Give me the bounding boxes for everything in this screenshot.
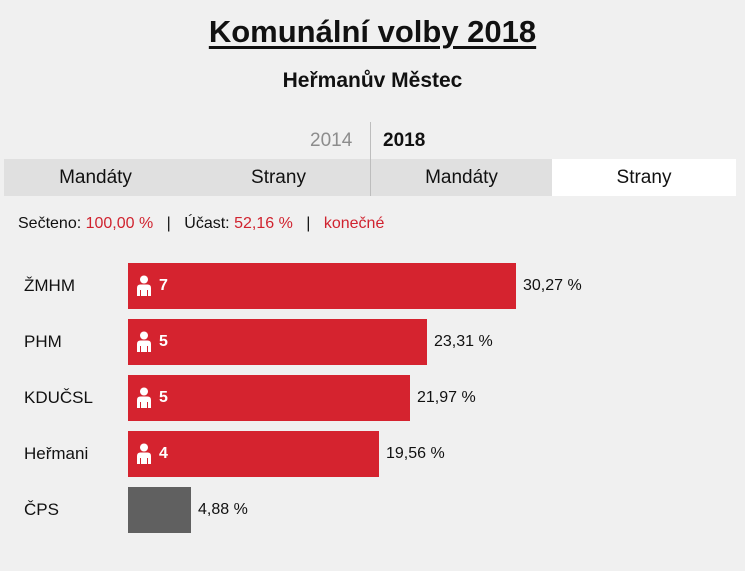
municipality-name: Heřmanův Městec (282, 69, 463, 92)
status-separator: | (166, 215, 171, 232)
result-bar[interactable]: 4 (128, 431, 379, 477)
person-icon (135, 275, 153, 297)
person-icon (135, 387, 153, 409)
percentage-label: 23,31 % (434, 333, 493, 350)
seat-count: 7 (159, 277, 168, 294)
year-2014-label: 2014 (310, 130, 353, 151)
turnout-value: 52,16 % (234, 215, 293, 232)
result-bar[interactable]: 5 (128, 319, 427, 365)
percentage-label: 21,97 % (417, 389, 476, 406)
seat-count: 5 (159, 333, 168, 350)
counted-value: 100,00 % (85, 215, 154, 232)
count-status: Sečteno: 100,00 % | Účast: 52,16 % | kon… (18, 215, 384, 233)
tab-bar: Mandáty Strany Mandáty Strany (4, 159, 736, 196)
party-label: ŽMHM (24, 276, 75, 295)
page-title: Komunální volby 2018 (208, 14, 537, 49)
turnout-label: Účast: (184, 215, 230, 232)
year-2018-label: 2018 (383, 130, 426, 151)
party-label: PHM (24, 332, 62, 351)
party-label: KDUČSL (24, 388, 93, 407)
counted-label: Sečteno: (18, 215, 82, 232)
person-icon (135, 443, 153, 465)
tab-2018-mandaty[interactable]: Mandáty (371, 159, 552, 196)
seat-count: 5 (159, 389, 168, 406)
result-bar[interactable] (128, 487, 191, 533)
party-label: Heřmani (24, 444, 89, 463)
status-separator: | (306, 215, 311, 232)
year-divider (370, 122, 371, 196)
party-label: ČPS (24, 500, 59, 519)
result-bar[interactable]: 7 (128, 263, 516, 309)
result-bar[interactable]: 5 (128, 375, 410, 421)
tab-2014-mandaty[interactable]: Mandáty (4, 159, 187, 196)
seat-count: 4 (159, 445, 168, 462)
tab-2018-strany[interactable]: Strany (552, 159, 736, 196)
percentage-label: 4,88 % (198, 501, 248, 518)
person-icon (135, 331, 153, 353)
final-status: konečné (323, 215, 385, 232)
tab-2014-strany[interactable]: Strany (187, 159, 370, 196)
percentage-label: 19,56 % (386, 445, 445, 462)
percentage-label: 30,27 % (523, 277, 582, 294)
